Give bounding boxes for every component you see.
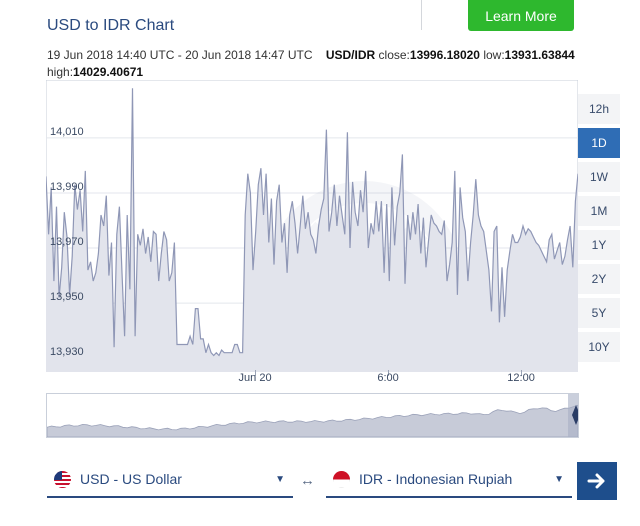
indonesia-flag-icon: [333, 470, 350, 488]
x-tick: [521, 370, 523, 376]
chart-plot[interactable]: 14,010 13,990 13,970 13,950 13,930: [46, 80, 578, 372]
x-tick: [255, 370, 257, 376]
y-tick-label: 13,930: [50, 346, 84, 358]
range-1y-button[interactable]: 1Y: [578, 230, 620, 260]
navigator-plot[interactable]: [47, 394, 578, 437]
main-chart[interactable]: 14,010 13,990 13,970 13,950 13,930: [46, 80, 578, 372]
x-tick-label: 12:00: [507, 372, 535, 384]
x-tick: [388, 370, 390, 376]
y-axis-labels: 14,010 13,990 13,970 13,950 13,930: [50, 126, 84, 358]
x-axis: Jun 20 6:00 12:00: [46, 370, 578, 390]
from-currency-label: USD - US Dollar: [80, 471, 182, 487]
convert-go-button[interactable]: [577, 462, 617, 500]
to-currency-select[interactable]: IDR - Indonesian Rupiah ▼: [326, 462, 572, 498]
range-2y-button[interactable]: 2Y: [578, 264, 620, 294]
date-range: 19 Jun 2018 14:40 UTC - 20 Jun 2018 14:4…: [47, 48, 313, 62]
high-label: high:: [47, 65, 74, 79]
y-tick-label: 13,990: [50, 181, 84, 193]
series-area: [46, 88, 578, 372]
low-label: low:: [483, 48, 505, 62]
range-12h-button[interactable]: 12h: [578, 94, 620, 124]
to-currency-label: IDR - Indonesian Rupiah: [359, 471, 513, 487]
arrow-right-icon: [587, 473, 605, 489]
us-flag-icon: [54, 470, 71, 488]
y-tick-label: 13,950: [50, 291, 84, 303]
x-tick-label: Jun 20: [238, 372, 272, 384]
y-tick-label: 14,010: [50, 126, 84, 138]
overview-navigator[interactable]: [46, 393, 579, 438]
navigator-handle-icon[interactable]: [572, 405, 578, 425]
x-tick-label: 6:00: [377, 372, 399, 384]
range-10y-button[interactable]: 10Y: [578, 332, 620, 362]
page-title: USD to IDR Chart: [47, 17, 175, 34]
low-value: 13931.63844: [504, 48, 575, 62]
navigator-area: [47, 404, 578, 437]
swap-arrows-icon[interactable]: ↔: [300, 472, 315, 489]
chevron-down-icon: ▼: [275, 473, 285, 485]
chevron-down-icon: ▼: [554, 473, 564, 485]
y-tick-label: 13,970: [50, 236, 84, 248]
from-currency-select[interactable]: USD - US Dollar ▼: [47, 462, 293, 498]
range-1d-button[interactable]: 1D: [578, 128, 620, 158]
range-1w-button[interactable]: 1W: [578, 162, 620, 192]
series-line: [46, 88, 578, 357]
chart-summary: 19 Jun 2018 14:40 UTC - 20 Jun 2018 14:4…: [47, 47, 617, 81]
currency-pair: USD/IDR: [325, 48, 376, 62]
range-selector[interactable]: 12h 1D 1W 1M 1Y 2Y 5Y 10Y: [578, 94, 620, 366]
range-5y-button[interactable]: 5Y: [578, 298, 620, 328]
range-1m-button[interactable]: 1M: [578, 196, 620, 226]
header-divider: [421, 0, 422, 30]
learn-more-button[interactable]: Learn More: [468, 0, 574, 31]
close-value: 13996.18020: [409, 48, 480, 62]
high-value: 14029.40671: [73, 65, 144, 79]
close-label: close:: [378, 48, 410, 62]
